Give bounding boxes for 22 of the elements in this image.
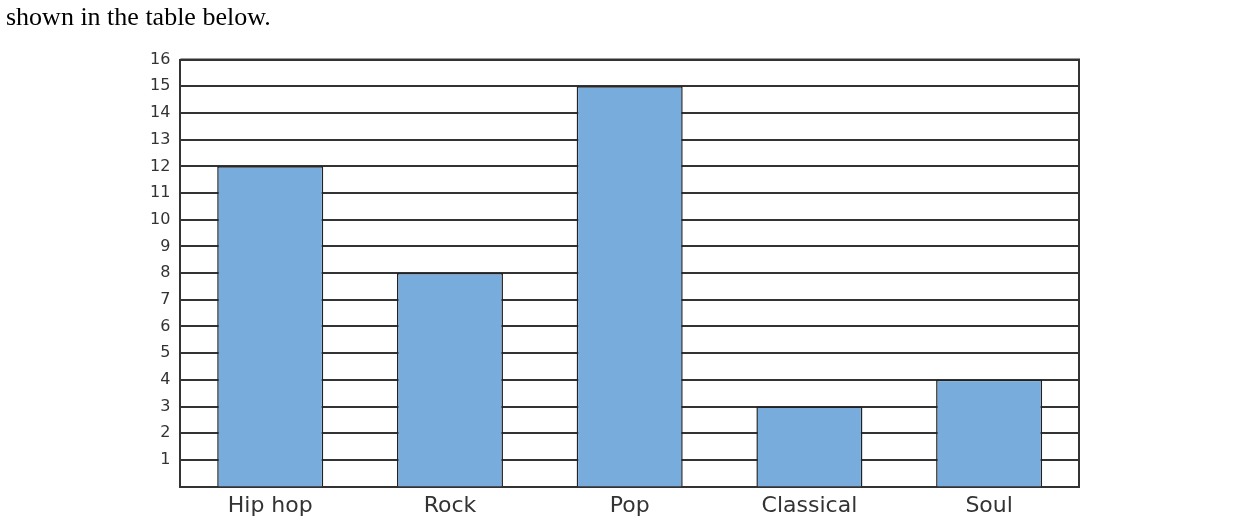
y-tick-label: 4 [160, 369, 171, 389]
y-tick-label: 11 [150, 182, 171, 202]
y-tick-label: 10 [150, 208, 171, 228]
x-tick-label: Rock [423, 491, 477, 517]
x-tick-label: Classical [761, 491, 858, 517]
y-tick-label: 3 [160, 395, 171, 415]
y-tick-label: 13 [150, 128, 171, 148]
y-tick-label: 15 [150, 75, 171, 95]
y-tick-label: 16 [150, 48, 171, 68]
x-tick-label: Hip hop [227, 491, 313, 517]
text: shown in the table below. [6, 2, 271, 32]
x-tick-label: Soul [965, 491, 1013, 517]
y-tick-label: 5 [160, 342, 171, 362]
y-tick-label: 14 [150, 102, 171, 122]
y-tick-label: 9 [160, 235, 171, 255]
y-tick-label: 2 [160, 422, 171, 442]
y-tick-label: 1 [160, 449, 171, 469]
x-tick-label: Pop [609, 491, 650, 517]
y-tick-label: 12 [150, 155, 171, 175]
y-tick-label: 7 [160, 288, 171, 308]
y-tick-label: 8 [160, 262, 171, 282]
y-tick-label: 6 [160, 315, 171, 335]
